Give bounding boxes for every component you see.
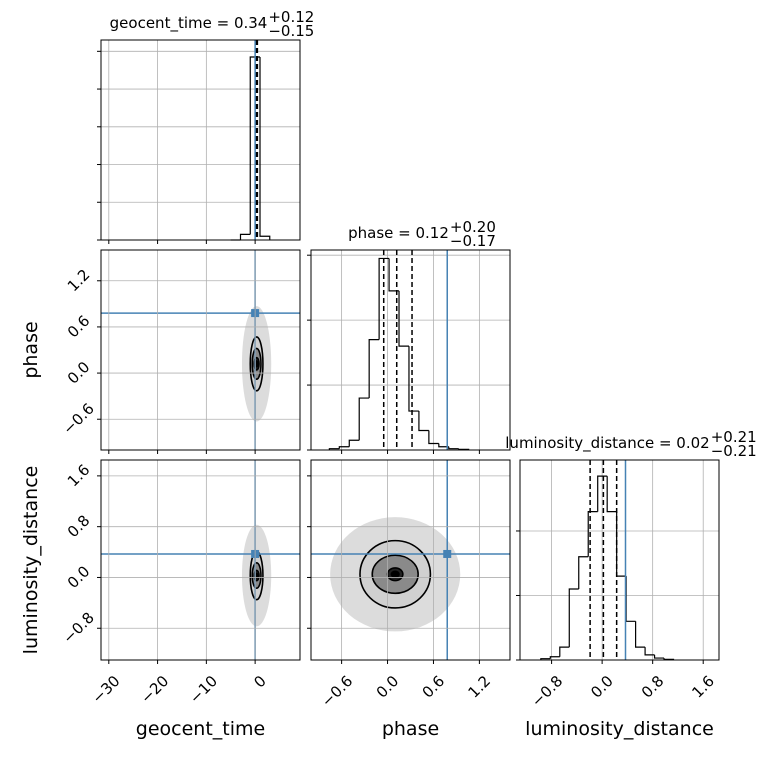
hist-bin [239,233,251,240]
hist-bin [358,397,370,441]
hist-bin [653,654,665,659]
x-tick-label: −30 [88,672,123,707]
truth-point [443,549,452,558]
x-tick-label: 0.0 [587,672,617,702]
hist-bin [408,346,419,412]
hist-bin [338,446,350,449]
y-tick-label: 0.6 [64,312,94,342]
y-tick-label: 0.0 [64,358,94,388]
title-main: phase = 0.12 [348,224,449,242]
hist-bin [428,430,439,445]
hist-bin [606,476,617,513]
hist-bin [625,576,636,622]
panel-frame [100,459,301,661]
title-upper: +0.20 [450,218,496,236]
hist-bin [368,339,380,399]
y-tick-label: 1.2 [64,266,94,296]
hist-bin [348,439,360,447]
panel-frame [100,39,301,241]
hist-bin [568,588,579,648]
panel-content [311,460,510,660]
x-axis-label: phase [382,718,439,740]
hist-bin [378,257,390,340]
hist-bin [644,647,655,656]
hist-bin [549,656,560,659]
x-tick-label: −0.6 [318,672,356,710]
panel-frame [519,459,720,661]
y-tick-label: 0.0 [64,562,94,592]
x-tick-label: 1.2 [465,672,495,702]
hist-bin [448,446,459,450]
center [390,570,400,579]
panel-title: phase = 0.12 [348,224,449,242]
x-axis-label: geocent_time [136,718,265,740]
x-tick-label: 0.8 [638,672,668,702]
hist-bin [635,621,646,648]
title-main: geocent_time = 0.34 [110,14,268,33]
hist-bin [587,511,598,557]
x-tick-label: 0.6 [419,672,449,702]
title-lower: −0.17 [450,232,496,250]
hist-bin [418,411,429,432]
y-tick-label: −0.8 [59,609,97,647]
panel-frame [310,459,511,661]
hist-bin [559,646,570,657]
title-upper: +0.21 [711,428,757,446]
x-tick-label: −0.8 [528,672,566,710]
title-upper: +0.12 [268,8,314,26]
panel-content [101,250,300,450]
hist-bin [616,511,627,577]
y-tick-label: 0.8 [64,512,94,542]
panel-content [101,460,300,660]
panel-title: luminosity_distance = 0.02 [505,434,709,453]
y-tick-label: 1.6 [64,461,94,491]
x-axis-label: luminosity_distance [525,718,714,740]
panel-title: geocent_time = 0.34 [110,14,268,33]
panel-frame [310,249,511,451]
title-main: luminosity_distance = 0.02 [505,434,709,453]
hist-bin [438,443,449,448]
hist-bin [259,56,271,240]
y-axis-label: luminosity_distance [20,466,42,655]
x-tick-label: −20 [137,672,172,707]
hist-bin [388,258,400,292]
y-axis-label: phase [20,321,42,378]
x-tick-label: 0.0 [373,672,403,702]
y-tick-label: −0.6 [59,400,97,438]
title-lower: −0.21 [711,442,757,460]
hist-bin [398,290,409,347]
hist-bin [578,556,589,590]
panel-frame [100,249,301,451]
x-tick-label: 0 [250,672,269,691]
x-tick-label: 1.6 [688,672,718,702]
title-lower: −0.15 [268,22,314,40]
x-tick-label: −10 [186,672,221,707]
